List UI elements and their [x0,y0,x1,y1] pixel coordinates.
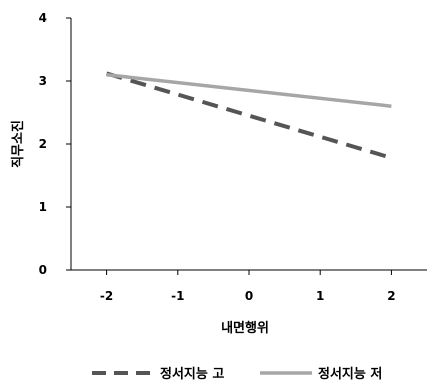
x-tick-label: -1 [171,289,184,303]
x-ticks: -2 -1 0 1 2 [100,270,396,303]
y-tick-label: 4 [39,11,47,25]
series-group [106,71,392,160]
x-tick-label: 1 [316,289,324,303]
legend-label-low: 정서지능 저 [318,366,382,382]
x-tick-label: 0 [245,289,253,303]
x-tick-label: -2 [100,289,113,303]
y-tick-label: 0 [39,263,47,277]
y-tick-label: 2 [39,137,47,151]
legend-label-high: 정서지능 고 [160,366,224,382]
series-line-low [106,72,392,108]
y-tick-label: 3 [39,74,47,88]
x-axis-title: 내면행위 [221,320,269,336]
series-line-high [106,71,392,160]
y-tick-label: 1 [39,200,47,214]
axes [70,18,427,271]
legend: 정서지능 고 정서지능 저 [92,366,382,382]
y-axis-title: 직무소진 [10,120,26,168]
y-ticks: 0 1 2 3 4 [39,11,71,277]
x-tick-label: 2 [387,289,395,303]
